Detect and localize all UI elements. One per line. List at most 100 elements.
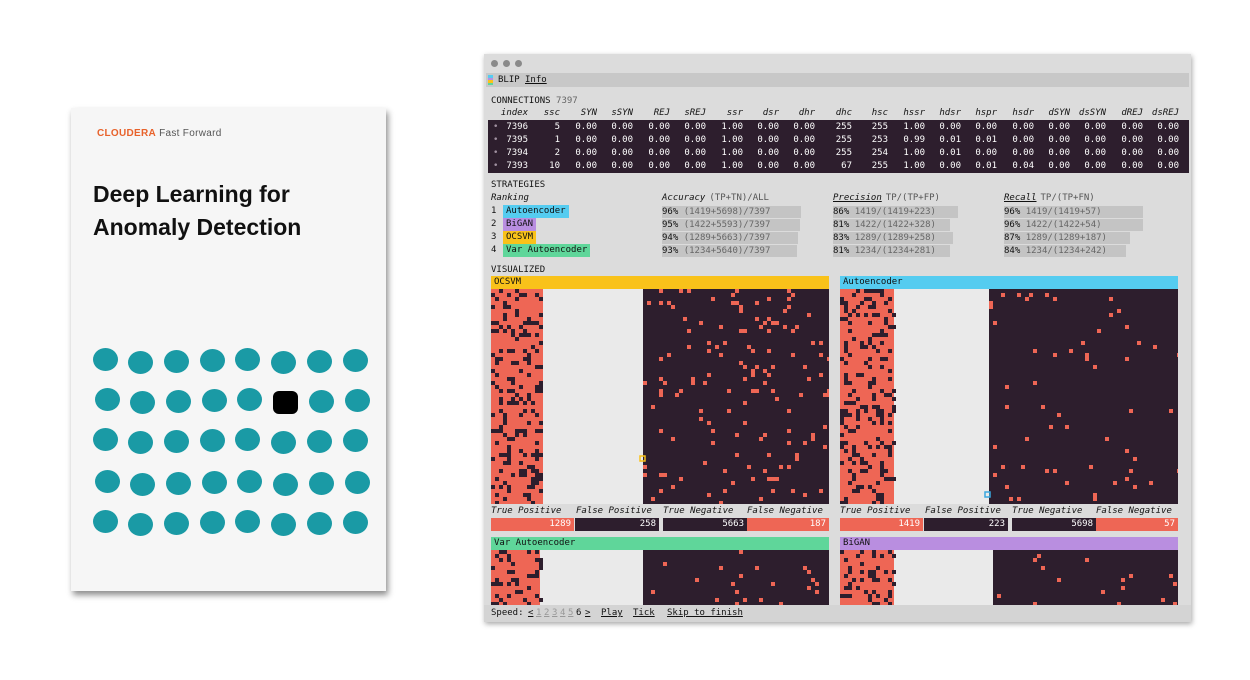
- normal-cell: [840, 297, 844, 301]
- normal-cell: [860, 562, 864, 566]
- column-header-dhc[interactable]: dhc: [835, 108, 852, 118]
- normal-cell: [503, 317, 507, 321]
- strategy-row[interactable]: 1 Autoencoder: [491, 205, 651, 218]
- anomaly-cell: [659, 377, 663, 381]
- normal-cell: [880, 413, 884, 417]
- table-row[interactable]: • 7393 10 0.00 0.00 0.00 0.00 1.00 0.00 0.00 67 255…: [488, 160, 1189, 173]
- teal-dot-icon: [343, 429, 368, 452]
- recall-header[interactable]: Recall TP/(TP+FN): [1004, 193, 1095, 203]
- speed-next-button[interactable]: >: [585, 608, 591, 618]
- play-button[interactable]: Play: [601, 608, 623, 618]
- table-cell: 0.00: [648, 148, 670, 158]
- precision-text: 86% 1419/(1419+223): [833, 207, 936, 217]
- table-row[interactable]: • 7396 5 0.00 0.00 0.00 0.00 1.00 0.00 0.00 255 255…: [488, 121, 1189, 134]
- anomaly-cell: [711, 441, 715, 445]
- table-row[interactable]: • 7395 1 0.00 0.00 0.00 0.00 1.00 0.00 0.00 255 253…: [488, 134, 1189, 147]
- normal-cell: [495, 429, 499, 433]
- normal-cell: [527, 485, 531, 489]
- strategy-name-badge[interactable]: BiGAN: [503, 218, 537, 231]
- window-close-icon[interactable]: [491, 60, 498, 67]
- speed-option-4[interactable]: 4: [560, 608, 566, 618]
- anomaly-cell: [807, 313, 811, 317]
- skip-to-finish-button[interactable]: Skip to finish: [667, 608, 743, 618]
- normal-cell: [872, 453, 876, 457]
- precision-cell: 86% 1419/(1419+223): [833, 206, 993, 218]
- normal-cell: [499, 429, 503, 433]
- column-header-hsdr[interactable]: hsdr: [1012, 108, 1034, 118]
- column-header-hssr[interactable]: hssr: [903, 108, 925, 118]
- anomaly-cell: [1041, 566, 1045, 570]
- connection-grid-visualization[interactable]: [840, 289, 1178, 504]
- column-header-syn[interactable]: SYN: [580, 108, 597, 118]
- strategy-row[interactable]: 3 OCSVM: [491, 231, 651, 244]
- anomaly-cell: [739, 361, 743, 365]
- strategy-row[interactable]: 2 BiGAN: [491, 218, 651, 231]
- speed-option-6-current[interactable]: 6: [576, 608, 582, 618]
- anomaly-cell: [811, 341, 815, 345]
- anomaly-cell: [643, 381, 647, 385]
- normal-cell: [880, 501, 884, 504]
- recall-label[interactable]: Recall: [1004, 193, 1037, 203]
- connection-grid-visualization[interactable]: [491, 289, 829, 504]
- anomaly-cell: [1005, 485, 1009, 489]
- window-maximize-icon[interactable]: [515, 60, 522, 67]
- strategy-row[interactable]: 4 Var Autoencoder: [491, 244, 651, 257]
- anomaly-cell: [707, 493, 711, 497]
- table-cell: 0.00: [1084, 161, 1106, 171]
- column-header-hspr[interactable]: hspr: [975, 108, 997, 118]
- anomaly-cell: [1117, 602, 1121, 606]
- column-header-hsc[interactable]: hsc: [871, 108, 888, 118]
- column-header-rej[interactable]: REJ: [653, 108, 670, 118]
- column-header-hdsr[interactable]: hdsr: [939, 108, 961, 118]
- teal-dot-icon: [93, 428, 118, 451]
- normal-cell: [523, 357, 527, 361]
- column-header-drej[interactable]: dREJ: [1121, 108, 1143, 118]
- normal-cell: [507, 558, 511, 562]
- teal-dot-icon: [235, 510, 260, 533]
- speed-option-3[interactable]: 3: [552, 608, 558, 618]
- normal-cell: [856, 289, 860, 293]
- normal-cell: [856, 313, 860, 317]
- normal-cell: [539, 365, 543, 369]
- table-cell: 7394: [506, 148, 528, 158]
- tick-button[interactable]: Tick: [633, 608, 655, 618]
- window-minimize-icon[interactable]: [503, 60, 510, 67]
- table-row[interactable]: • 7394 2 0.00 0.00 0.00 0.00 1.00 0.00 0.00 255 254…: [488, 147, 1189, 160]
- normal-cell: [880, 473, 884, 477]
- app-name: BLIP: [498, 75, 520, 85]
- strategy-name-badge[interactable]: Var Autoencoder: [503, 244, 591, 257]
- normal-cell: [539, 598, 543, 602]
- speed-prev-button[interactable]: <: [528, 608, 534, 618]
- anomaly-cell: [679, 389, 683, 393]
- column-header-dsr[interactable]: dsr: [762, 108, 779, 118]
- precision-label[interactable]: Precision: [833, 193, 882, 203]
- column-header-srej[interactable]: sREJ: [684, 108, 706, 118]
- column-header-ssc[interactable]: ssc: [543, 108, 560, 118]
- normal-cell: [519, 385, 523, 389]
- column-header-dhr[interactable]: dhr: [798, 108, 815, 118]
- speed-option-1[interactable]: 1: [536, 608, 542, 618]
- speed-option-2[interactable]: 2: [544, 608, 550, 618]
- anomaly-cell: [811, 578, 815, 582]
- precision-header[interactable]: Precision TP/(TP+FP): [833, 193, 940, 203]
- column-header-dssyn[interactable]: dsSYN: [1078, 108, 1106, 118]
- column-header-ssr[interactable]: ssr: [726, 108, 743, 118]
- column-header-dsyn[interactable]: dSYN: [1048, 108, 1070, 118]
- column-header-index[interactable]: index: [500, 108, 528, 118]
- normal-cell: [864, 590, 868, 594]
- anomaly-cell: [1133, 457, 1137, 461]
- accuracy-text: 94% (1289+5663)/7397: [662, 233, 770, 243]
- precision-percent: 86%: [833, 207, 850, 217]
- speed-option-5[interactable]: 5: [568, 608, 574, 618]
- normal-cell: [872, 554, 876, 558]
- strategy-name-badge[interactable]: OCSVM: [503, 231, 537, 244]
- normal-cell: [491, 381, 495, 385]
- strategy-name-badge[interactable]: Autoencoder: [503, 205, 569, 218]
- info-link[interactable]: Info: [525, 75, 547, 85]
- column-header-dsrej[interactable]: dsREJ: [1151, 108, 1179, 118]
- normal-cell: [884, 570, 888, 574]
- normal-cell: [527, 465, 531, 469]
- column-header-ssyn[interactable]: sSYN: [611, 108, 633, 118]
- anomaly-cell: [1009, 497, 1013, 501]
- normal-cell: [491, 413, 495, 417]
